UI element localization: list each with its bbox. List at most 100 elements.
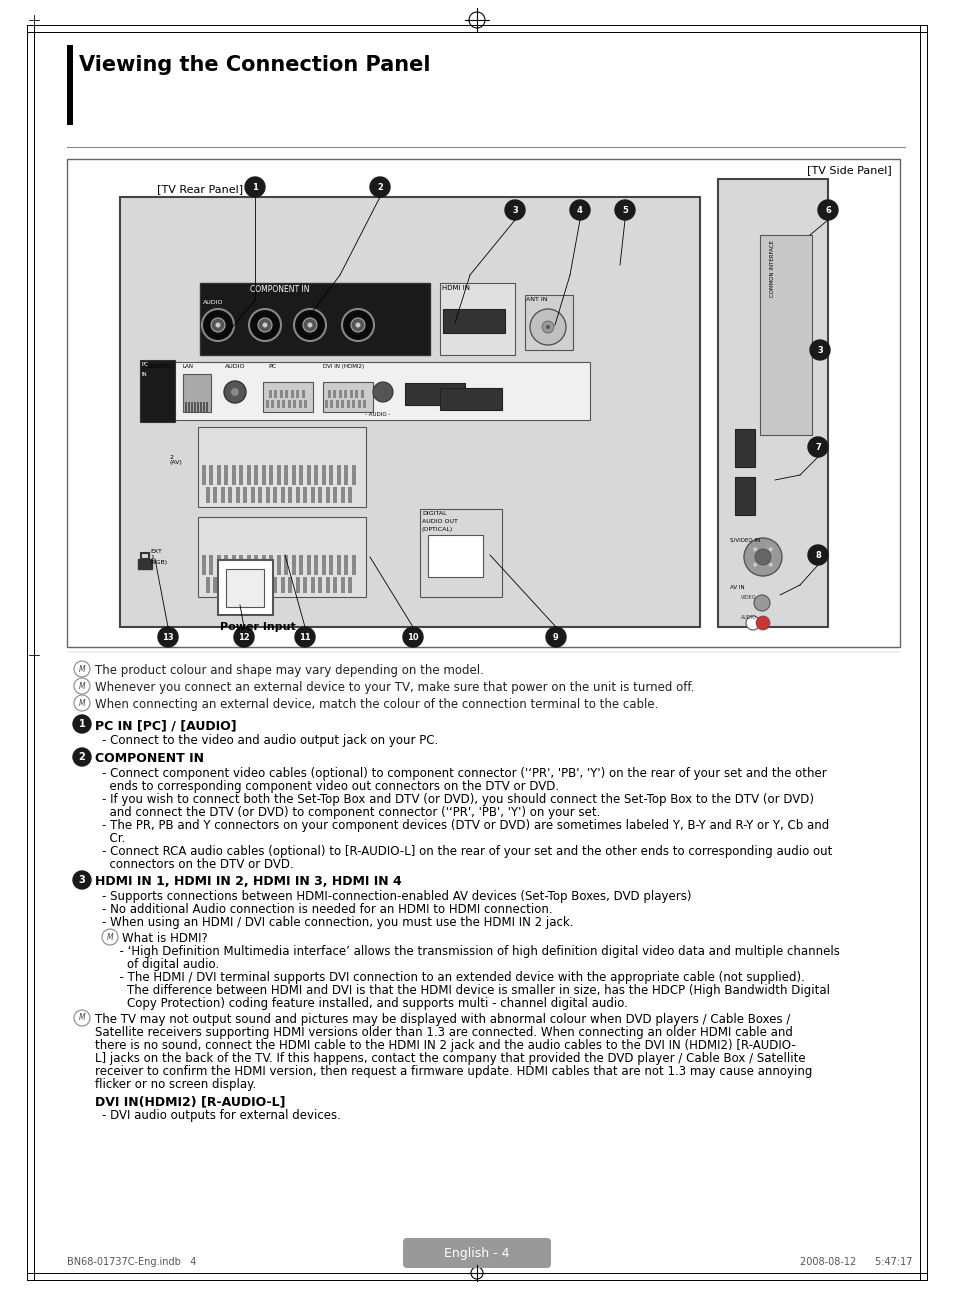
Text: - AUDIO -: - AUDIO - <box>365 412 390 417</box>
Bar <box>266 400 269 408</box>
Circle shape <box>809 341 829 360</box>
Bar <box>363 400 366 408</box>
Bar <box>281 487 285 504</box>
Text: HDMI IN: HDMI IN <box>441 285 470 291</box>
Bar <box>188 402 190 412</box>
Bar <box>254 555 258 575</box>
Bar <box>314 466 318 485</box>
Bar <box>285 391 288 398</box>
Circle shape <box>231 388 239 396</box>
Circle shape <box>224 381 246 402</box>
Bar <box>254 466 258 485</box>
Bar <box>239 555 243 575</box>
Bar <box>247 466 251 485</box>
Bar <box>344 466 348 485</box>
Circle shape <box>211 318 225 331</box>
Bar <box>442 309 504 333</box>
Text: PC: PC <box>142 362 149 367</box>
Text: S/VIDEO IN: S/VIDEO IN <box>729 537 760 542</box>
Bar <box>266 577 270 593</box>
Circle shape <box>215 322 220 327</box>
FancyBboxPatch shape <box>402 1237 551 1268</box>
Circle shape <box>753 547 757 551</box>
Circle shape <box>148 380 172 404</box>
Bar <box>419 509 501 597</box>
Text: DVI IN(HDMI2) [R-AUDIO-L]: DVI IN(HDMI2) [R-AUDIO-L] <box>95 1095 285 1109</box>
Circle shape <box>370 178 390 197</box>
Circle shape <box>74 679 90 694</box>
Circle shape <box>294 309 326 341</box>
Bar <box>221 577 225 593</box>
Bar <box>140 362 589 419</box>
Bar <box>185 402 187 412</box>
Text: - No additional Audio connection is needed for an HDMI to HDMI connection.: - No additional Audio connection is need… <box>102 903 552 917</box>
Bar <box>224 555 229 575</box>
Bar <box>258 577 262 593</box>
Bar <box>210 555 213 575</box>
Bar <box>221 487 225 504</box>
Bar <box>288 400 291 408</box>
Text: 3: 3 <box>512 205 517 214</box>
Bar <box>295 487 299 504</box>
Bar <box>295 577 299 593</box>
Circle shape <box>102 928 118 945</box>
Bar <box>524 295 573 350</box>
Text: Copy Protection) coding feature installed, and supports multi - channel digital : Copy Protection) coding feature installe… <box>112 997 627 1010</box>
Text: What is HDMI?: What is HDMI? <box>122 932 208 945</box>
Bar <box>298 400 302 408</box>
Bar <box>202 466 206 485</box>
Bar <box>140 360 174 422</box>
Circle shape <box>355 322 360 327</box>
Text: 13: 13 <box>162 633 173 642</box>
Text: M: M <box>107 932 113 942</box>
Text: - The HDMI / DVI terminal supports DVI connection to an extended device with the: - The HDMI / DVI terminal supports DVI c… <box>112 970 804 984</box>
Text: AUDIO: AUDIO <box>740 615 756 619</box>
Circle shape <box>233 627 253 647</box>
Text: IN: IN <box>142 372 148 377</box>
Bar <box>67 45 73 125</box>
Circle shape <box>154 387 165 397</box>
Bar <box>235 577 240 593</box>
Text: receiver to confirm the HDMI version, then request a firmware update. HDMI cable: receiver to confirm the HDMI version, th… <box>95 1065 812 1078</box>
Text: PC: PC <box>268 364 275 370</box>
Bar <box>318 487 322 504</box>
Circle shape <box>753 594 769 611</box>
Text: [TV Rear Panel]: [TV Rear Panel] <box>157 184 243 195</box>
Bar <box>335 400 338 408</box>
Bar <box>299 555 303 575</box>
Bar <box>141 554 149 559</box>
Bar <box>334 391 336 398</box>
Bar <box>326 577 330 593</box>
Bar <box>405 383 464 405</box>
Bar <box>251 577 254 593</box>
Bar <box>224 466 229 485</box>
Circle shape <box>73 715 91 732</box>
Text: - When using an HDMI / DVI cable connection, you must use the HDMI IN 2 jack.: - When using an HDMI / DVI cable connect… <box>102 917 573 928</box>
Text: [TV Side Panel]: [TV Side Panel] <box>806 164 891 175</box>
Text: 5: 5 <box>621 205 627 214</box>
Text: 3: 3 <box>78 874 85 885</box>
Circle shape <box>615 200 635 220</box>
Text: - ‘High Definition Multimedia interface’ allows the transmission of high definit: - ‘High Definition Multimedia interface’… <box>112 945 839 959</box>
Bar <box>334 577 337 593</box>
Text: M: M <box>78 698 85 707</box>
Bar <box>232 555 235 575</box>
Bar <box>229 487 233 504</box>
Circle shape <box>402 627 422 647</box>
Text: DIGITAL: DIGITAL <box>421 512 446 515</box>
Text: HDMI IN 1, HDMI IN 2, HDMI IN 3, HDMI IN 4: HDMI IN 1, HDMI IN 2, HDMI IN 3, HDMI IN… <box>95 874 401 888</box>
Bar <box>213 487 217 504</box>
Bar <box>352 400 355 408</box>
Text: AUDIO: AUDIO <box>203 300 223 305</box>
Bar <box>734 429 754 467</box>
Bar <box>243 487 247 504</box>
Bar <box>292 466 295 485</box>
Bar <box>274 391 277 398</box>
Bar <box>216 555 221 575</box>
Bar <box>232 466 235 485</box>
Bar <box>318 577 322 593</box>
Text: M: M <box>78 1014 85 1023</box>
Bar <box>352 466 355 485</box>
Circle shape <box>569 200 589 220</box>
Circle shape <box>262 322 267 327</box>
